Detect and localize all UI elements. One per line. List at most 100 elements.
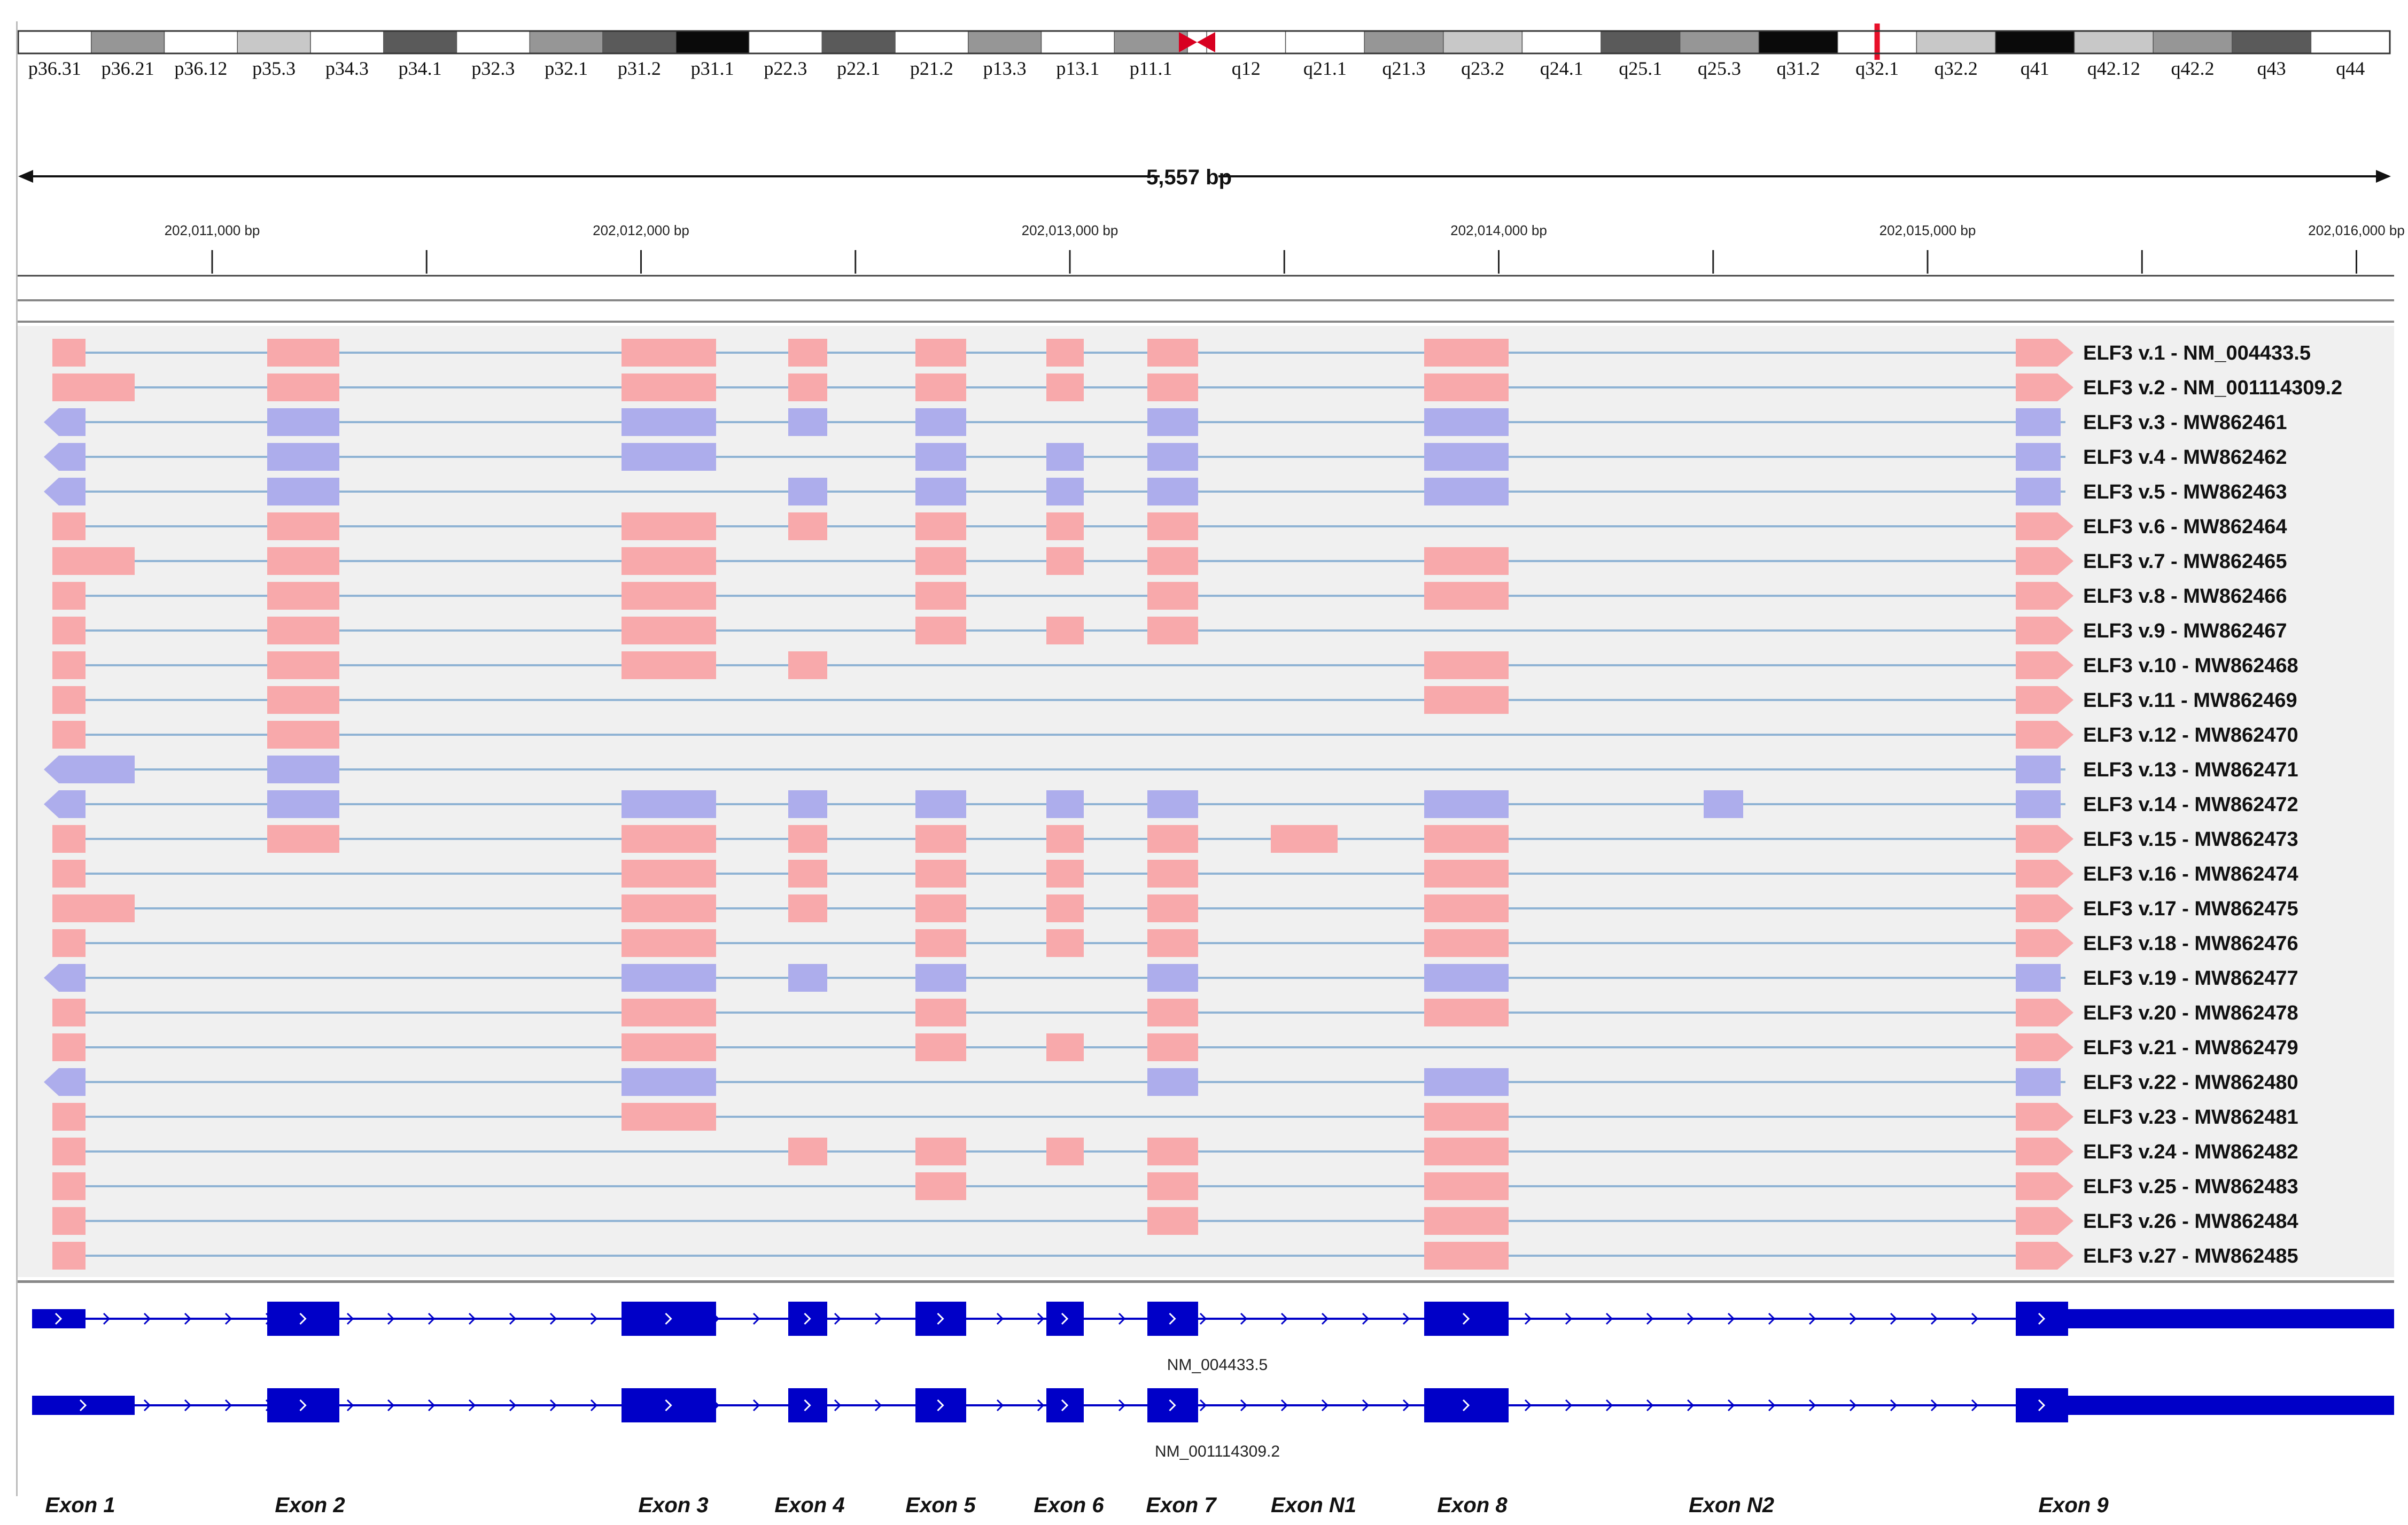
exon-block[interactable] bbox=[2016, 512, 2073, 540]
exon-block[interactable] bbox=[1147, 478, 1198, 505]
exon-block[interactable] bbox=[2016, 1242, 2073, 1270]
exon-block[interactable] bbox=[915, 860, 966, 888]
exon-block[interactable] bbox=[1147, 339, 1198, 367]
refgene-exon[interactable] bbox=[622, 1302, 716, 1336]
exon-block[interactable] bbox=[1046, 929, 1084, 957]
exon-block[interactable] bbox=[1147, 443, 1198, 471]
cytoband-q23-2[interactable]: q23.2 bbox=[1443, 30, 1523, 79]
exon-block[interactable] bbox=[2016, 1172, 2073, 1200]
refgene-exon[interactable] bbox=[267, 1302, 339, 1336]
transcript-row[interactable]: ELF3 v.6 - MW862464 bbox=[52, 512, 2287, 540]
cytoband-q32-1[interactable]: q32.1 bbox=[1837, 24, 1917, 79]
exon-block[interactable] bbox=[267, 790, 339, 818]
cytoband-p31-2[interactable]: p31.2 bbox=[602, 30, 677, 79]
transcript-row[interactable]: ELF3 v.1 - NM_004433.5 bbox=[52, 339, 2311, 367]
refgene-exon[interactable] bbox=[32, 1396, 135, 1415]
cytoband-block[interactable] bbox=[1364, 30, 1444, 54]
exon-block[interactable] bbox=[1147, 1068, 1198, 1096]
exon-block[interactable] bbox=[622, 1068, 716, 1096]
exon-block[interactable] bbox=[2016, 825, 2073, 853]
exon-block[interactable] bbox=[788, 374, 827, 401]
exon-block[interactable] bbox=[44, 478, 86, 505]
cytoband-block[interactable] bbox=[164, 30, 238, 54]
transcript-row[interactable]: ELF3 v.26 - MW862484 bbox=[52, 1207, 2298, 1235]
cytoband-block[interactable] bbox=[1114, 30, 1188, 54]
cytoband-block[interactable] bbox=[237, 30, 311, 54]
exon-block[interactable] bbox=[1424, 860, 1509, 888]
refgene-exon[interactable] bbox=[267, 1388, 339, 1422]
exon-block[interactable] bbox=[267, 617, 339, 644]
exon-block[interactable] bbox=[267, 478, 339, 505]
exon-block[interactable] bbox=[622, 651, 716, 679]
transcript-row[interactable]: ELF3 v.7 - MW862465 bbox=[52, 547, 2287, 575]
exon-block[interactable] bbox=[2016, 374, 2073, 401]
exon-block[interactable] bbox=[2016, 999, 2073, 1026]
exon-block[interactable] bbox=[2016, 964, 2061, 992]
exon-block[interactable] bbox=[622, 408, 716, 436]
refgene-exon[interactable] bbox=[622, 1388, 716, 1422]
exon-block[interactable] bbox=[622, 374, 716, 401]
exon-block[interactable] bbox=[52, 374, 135, 401]
exon-block[interactable] bbox=[1147, 1207, 1198, 1235]
transcript-row[interactable]: ELF3 v.15 - MW862473 bbox=[52, 825, 2298, 853]
exon-block[interactable] bbox=[2016, 651, 2073, 679]
exon-block[interactable] bbox=[788, 860, 827, 888]
refgene-exon[interactable] bbox=[2016, 1388, 2068, 1422]
refgene-exon[interactable] bbox=[1147, 1302, 1198, 1336]
transcript-row[interactable]: ELF3 v.14 - MW862472 bbox=[44, 790, 2298, 818]
refgene-exon[interactable] bbox=[1424, 1388, 1509, 1422]
exon-block[interactable] bbox=[1424, 443, 1509, 471]
exon-block[interactable] bbox=[1424, 1172, 1509, 1200]
transcript-row[interactable]: ELF3 v.21 - MW862479 bbox=[52, 1033, 2298, 1061]
exon-block[interactable] bbox=[52, 929, 86, 957]
cytoband-q25-1[interactable]: q25.1 bbox=[1601, 30, 1681, 79]
exon-block[interactable] bbox=[52, 547, 135, 575]
exon-block[interactable] bbox=[622, 860, 716, 888]
exon-block[interactable] bbox=[788, 651, 827, 679]
cytoband-block[interactable] bbox=[1916, 30, 1996, 54]
exon-block[interactable] bbox=[1147, 894, 1198, 922]
exon-block[interactable] bbox=[1046, 617, 1084, 644]
exon-block[interactable] bbox=[267, 582, 339, 610]
exon-block[interactable] bbox=[1424, 964, 1509, 992]
exon-block[interactable] bbox=[1424, 1242, 1509, 1270]
transcript-data-panel[interactable]: ELF3 v.1 - NM_004433.5 ELF3 v.2 - NM_0011… bbox=[16, 326, 2394, 1277]
refgene-exon[interactable] bbox=[1046, 1388, 1084, 1422]
exon-block[interactable] bbox=[1046, 1138, 1084, 1165]
exon-block[interactable] bbox=[915, 894, 966, 922]
exon-block[interactable] bbox=[1046, 790, 1084, 818]
exon-block[interactable] bbox=[1147, 374, 1198, 401]
cytoband-block[interactable] bbox=[1995, 30, 2075, 54]
exon-block[interactable] bbox=[1147, 790, 1198, 818]
exon-block[interactable] bbox=[622, 443, 716, 471]
exon-block[interactable] bbox=[622, 547, 716, 575]
exon-block[interactable] bbox=[622, 617, 716, 644]
exon-block[interactable] bbox=[915, 825, 966, 853]
exon-block[interactable] bbox=[44, 1068, 86, 1096]
transcript-row[interactable]: ELF3 v.18 - MW862476 bbox=[52, 929, 2298, 957]
cytoband-block[interactable] bbox=[18, 30, 92, 54]
exon-block[interactable] bbox=[44, 443, 86, 471]
exon-block[interactable] bbox=[1046, 894, 1084, 922]
exon-block[interactable] bbox=[52, 860, 86, 888]
exon-block[interactable] bbox=[267, 721, 339, 749]
exon-block[interactable] bbox=[1046, 443, 1084, 471]
exon-block[interactable] bbox=[915, 1033, 966, 1061]
exon-block[interactable] bbox=[2016, 1207, 2073, 1235]
exon-block[interactable] bbox=[1147, 582, 1198, 610]
exon-block[interactable] bbox=[2016, 929, 2073, 957]
exon-block[interactable] bbox=[52, 512, 86, 540]
cytoband-block[interactable] bbox=[2310, 30, 2390, 54]
exon-block[interactable] bbox=[1046, 860, 1084, 888]
cytoband-q43[interactable]: q43 bbox=[2232, 30, 2312, 79]
exon-block[interactable] bbox=[1046, 478, 1084, 505]
transcript-row[interactable]: ELF3 v.25 - MW862483 bbox=[52, 1172, 2298, 1200]
exon-block[interactable] bbox=[915, 1172, 966, 1200]
exon-block[interactable] bbox=[915, 478, 966, 505]
exon-block[interactable] bbox=[1424, 929, 1509, 957]
exon-block[interactable] bbox=[2016, 478, 2061, 505]
cytoband-block[interactable] bbox=[821, 30, 896, 54]
refgene-exon[interactable] bbox=[915, 1388, 966, 1422]
exon-block[interactable] bbox=[267, 756, 339, 783]
exon-block[interactable] bbox=[2016, 686, 2073, 714]
